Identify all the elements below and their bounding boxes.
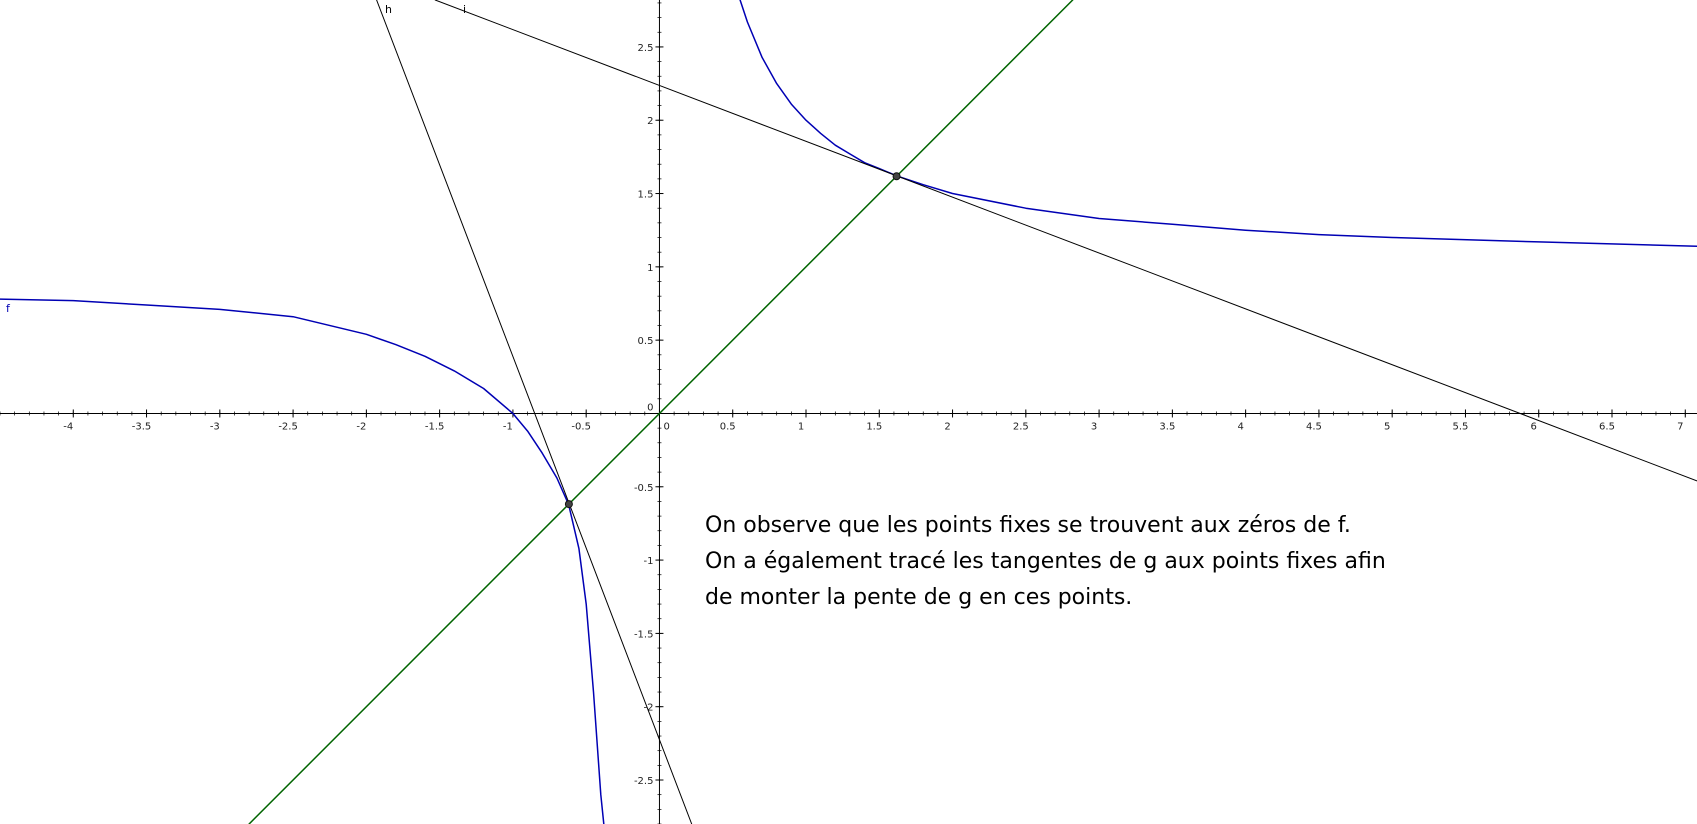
x-tick-label: 3.5 (1159, 421, 1175, 432)
x-tick-label: 6 (1531, 421, 1537, 432)
y-tick-label: 1.5 (638, 190, 654, 201)
y-tick-label: 2 (647, 116, 653, 127)
x-tick-label: -2.5 (278, 421, 298, 432)
y-tick-label: 0 (647, 402, 653, 413)
x-tick-label: 2 (944, 421, 950, 432)
x-tick-label: 1 (798, 421, 804, 432)
x-tick-label: 4 (1237, 421, 1243, 432)
x-tick-label: 1.5 (866, 421, 882, 432)
series-label: i (463, 3, 466, 16)
x-tick-label: -1 (503, 421, 513, 432)
curve-labels: f h i (6, 3, 466, 315)
series-curve (739, 0, 1697, 248)
annotation-line: On observe que les points fixes se trouv… (705, 513, 1351, 538)
x-tick-label: -4 (63, 421, 73, 432)
y-tick-label: -0.5 (634, 483, 654, 494)
fixed-point-marker (892, 172, 901, 181)
annotation-line: de monter la pente de g en ces points. (705, 585, 1133, 610)
x-tick-label: 0 (663, 421, 669, 432)
series-curve (434, 0, 1697, 482)
x-tick-label: 5 (1384, 421, 1390, 432)
y-tick-label: -1.5 (634, 629, 654, 640)
series-label: f (6, 302, 11, 315)
x-tick-label: 2.5 (1013, 421, 1029, 432)
x-tick-label: 4.5 (1306, 421, 1322, 432)
x-tick-label: -3 (210, 421, 220, 432)
x-tick-label: 5.5 (1453, 421, 1469, 432)
x-tick-label: -3.5 (132, 421, 152, 432)
series-curve (376, 0, 693, 824)
y-tick-label: -2 (643, 703, 653, 714)
y-tick-label: -2.5 (634, 776, 654, 787)
y-tick-label: 0.5 (638, 336, 654, 347)
x-tick-label: -0.5 (571, 421, 591, 432)
fixed-points (564, 172, 901, 509)
annotation-text: On observe que les points fixes se trouv… (705, 508, 1465, 616)
x-tick-label: 6.5 (1599, 421, 1615, 432)
series-curve (0, 298, 605, 824)
annotation-line: On a également tracé les tangentes de g … (705, 549, 1386, 574)
x-tick-label: -2 (356, 421, 366, 432)
fixed-point-marker (564, 500, 573, 509)
y-tick-label: 2.5 (638, 43, 654, 54)
x-tick-label: 7 (1677, 421, 1683, 432)
x-tick-label: 0.5 (720, 421, 736, 432)
series-label: h (385, 3, 392, 16)
x-tick-label: 3 (1091, 421, 1097, 432)
series-curve (248, 0, 1074, 824)
x-tick-label: -1.5 (425, 421, 445, 432)
y-tick-label: 1 (647, 263, 653, 274)
y-tick-label: -1 (643, 556, 653, 567)
